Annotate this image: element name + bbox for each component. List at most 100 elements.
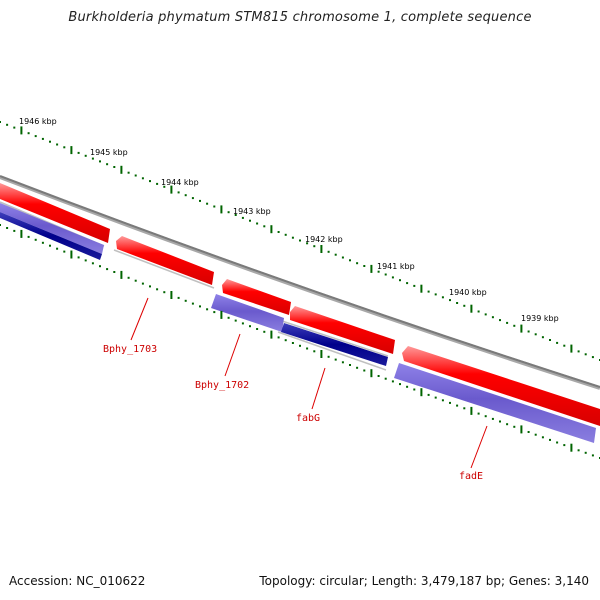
- inner-tick: [499, 420, 501, 423]
- outer-tick: [477, 310, 480, 313]
- map-title: Burkholderia phymatum STM815 chromosome …: [68, 10, 532, 25]
- inner-tick: [584, 451, 587, 454]
- outer-tick: [77, 151, 80, 154]
- outer-tick: [277, 231, 280, 233]
- inner-tick: [363, 369, 366, 372]
- gene-leader-lines: [130, 297, 488, 469]
- outer-tick: [284, 233, 287, 236]
- outer-tick: [91, 157, 94, 160]
- outer-tick: [406, 282, 409, 285]
- kbp-label: 1939 kbp: [521, 314, 559, 323]
- outer-tick: [234, 214, 237, 216]
- inner-tick: [0, 224, 1, 226]
- reverse-gene-arrow[interactable]: [0, 203, 104, 254]
- inner-tick: [291, 342, 294, 344]
- outer-tick: [334, 253, 337, 256]
- inner-tick: [577, 449, 580, 452]
- inner-tick: [356, 366, 359, 369]
- outer-tick: [313, 245, 316, 248]
- inner-tick: [513, 425, 516, 428]
- outer-tick-major: [370, 264, 373, 273]
- inner-tick: [206, 308, 209, 311]
- accession-text: Accession: NC_010622: [9, 574, 146, 588]
- forward-gene-arrow[interactable]: [116, 236, 214, 285]
- reverse-gene-arrow[interactable]: [281, 323, 388, 366]
- inner-tick: [534, 433, 537, 436]
- gene-label-fabg[interactable]: fabG: [296, 413, 320, 424]
- inner-tick: [113, 271, 116, 273]
- forward-gene-arrow[interactable]: [290, 306, 395, 354]
- outer-tick: [584, 353, 587, 356]
- kbp-label: 1943 kbp: [233, 207, 271, 216]
- outer-tick: [527, 330, 530, 333]
- outer-tick: [0, 121, 1, 123]
- outer-tick: [341, 256, 344, 259]
- outer-tick: [41, 137, 44, 140]
- inner-tick: [449, 401, 451, 404]
- inner-tick: [277, 336, 280, 339]
- inner-tick: [377, 375, 380, 377]
- inner-tick: [141, 282, 144, 285]
- outer-tick: [556, 341, 559, 344]
- outer-tick: [349, 259, 351, 262]
- outer-tick: [256, 222, 259, 225]
- outer-tick-major: [70, 146, 73, 155]
- inner-tick: [527, 431, 530, 433]
- inner-tick: [491, 417, 494, 420]
- inner-tick: [299, 344, 301, 347]
- gene-label-fade[interactable]: fadE: [459, 471, 483, 482]
- forward-gene-arrow[interactable]: [222, 279, 291, 315]
- inner-tick: [406, 385, 409, 388]
- chromosome-backbone: [0, 175, 600, 390]
- reverse-gene-arrow[interactable]: [211, 294, 284, 332]
- inner-tick: [213, 311, 216, 314]
- outer-tick-major: [170, 185, 173, 194]
- outer-tick: [6, 123, 9, 126]
- inner-tick: [13, 229, 16, 232]
- gene-label-bphy-1702[interactable]: Bphy_1702: [195, 380, 249, 391]
- reverse-gene-arrow[interactable]: [394, 363, 596, 443]
- kbp-label: 1944 kbp: [161, 178, 199, 187]
- outer-tick: [106, 163, 109, 166]
- inner-tick: [127, 276, 130, 279]
- reverse-gene-arrow[interactable]: [0, 212, 102, 260]
- gene-label-bphy-1703[interactable]: Bphy_1703: [103, 344, 157, 355]
- inner-tick: [413, 388, 416, 391]
- inner-tick-major: [70, 250, 73, 259]
- outer-tick: [227, 211, 230, 214]
- inner-tick-major: [170, 291, 173, 299]
- inner-tick: [227, 316, 230, 319]
- inner-tick: [341, 361, 344, 364]
- outer-tick: [499, 319, 501, 322]
- outer-tick-major: [420, 284, 423, 293]
- inner-tick: [84, 259, 87, 262]
- forward-gene-arrow[interactable]: [402, 346, 600, 426]
- inner-tick: [391, 380, 394, 383]
- outer-tick: [156, 182, 159, 185]
- inner-tick: [456, 404, 459, 407]
- outer-tick: [306, 242, 309, 245]
- outer-tick: [456, 302, 459, 304]
- inner-tick: [313, 350, 316, 353]
- inner-tick-major: [220, 310, 223, 319]
- outer-tick-major: [120, 165, 123, 174]
- outer-tick-major: [270, 225, 273, 234]
- inner-tick-major: [320, 350, 323, 358]
- inner-tick: [434, 396, 437, 399]
- inner-tick-major: [520, 425, 523, 434]
- inner-tick: [49, 244, 51, 247]
- kbp-label: 1942 kbp: [305, 235, 343, 244]
- inner-tick: [184, 299, 187, 302]
- inner-tick: [263, 330, 266, 333]
- inner-tick: [591, 454, 594, 457]
- kbp-label: 1945 kbp: [90, 148, 128, 157]
- outer-tick: [484, 313, 487, 316]
- inner-tick: [256, 328, 259, 330]
- inner-tick-major: [470, 406, 473, 415]
- forward-gene-arrow[interactable]: [0, 183, 110, 243]
- inner-tick: [549, 438, 551, 441]
- outer-tick: [199, 199, 201, 202]
- inner-tick-major: [570, 443, 573, 452]
- outer-tick: [299, 239, 301, 242]
